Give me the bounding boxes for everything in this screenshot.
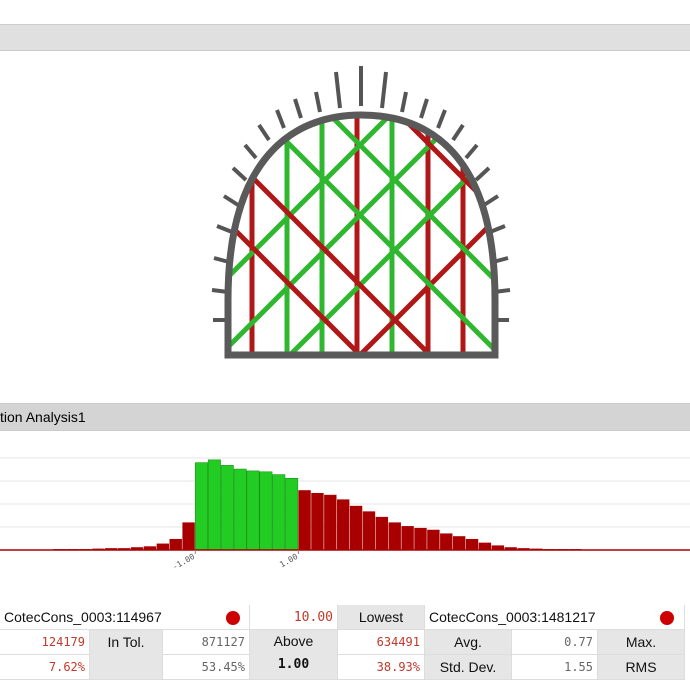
name-cell: CotecCons_0003:114967 bbox=[0, 605, 250, 630]
bar bbox=[414, 527, 427, 550]
status-dot bbox=[226, 611, 240, 625]
label-cell: Lowest bbox=[338, 605, 425, 630]
bar bbox=[285, 477, 299, 551]
bar bbox=[220, 465, 234, 551]
count-cell: 871127 bbox=[163, 630, 250, 655]
label-cell: Above 1.00 bbox=[250, 630, 338, 680]
bar bbox=[105, 548, 118, 550]
bar bbox=[427, 529, 440, 550]
bar bbox=[388, 522, 401, 550]
bar bbox=[440, 533, 453, 550]
label: Above bbox=[273, 633, 314, 649]
bar bbox=[298, 490, 311, 550]
bar bbox=[465, 538, 479, 550]
bar bbox=[195, 462, 208, 551]
bar bbox=[272, 474, 286, 551]
label-value: 1.00 bbox=[277, 657, 310, 672]
x-tick-label: 1.00 bbox=[278, 552, 299, 570]
bar bbox=[401, 526, 414, 550]
bar bbox=[182, 522, 195, 550]
bar bbox=[259, 471, 273, 551]
value-cell: 1.55 bbox=[512, 655, 598, 680]
view-header bbox=[0, 24, 690, 51]
histogram: -1.00 1.00 bbox=[0, 457, 690, 572]
count-cell: 634491 bbox=[338, 630, 425, 655]
bar bbox=[478, 542, 492, 550]
bar bbox=[504, 547, 517, 550]
bar bbox=[324, 494, 337, 550]
bar bbox=[130, 547, 144, 550]
bar bbox=[246, 470, 260, 551]
label-cell: Max. bbox=[598, 630, 685, 655]
bar bbox=[517, 548, 530, 550]
bar bbox=[169, 538, 182, 550]
bar bbox=[375, 516, 389, 550]
x-tick-label: -1.00 bbox=[171, 552, 197, 572]
bar bbox=[491, 545, 504, 550]
value-cell: 10.00 bbox=[250, 605, 338, 630]
label-cell: Avg. bbox=[425, 630, 512, 655]
pct-cell: 38.93% bbox=[338, 655, 425, 680]
label-cell: RMS bbox=[598, 655, 685, 680]
bar bbox=[143, 546, 157, 550]
label-cell: Std. Dev. bbox=[425, 655, 512, 680]
bar bbox=[452, 536, 466, 550]
bar bbox=[118, 548, 131, 550]
name-cell: CotecCons_0003:1481217 bbox=[425, 605, 685, 630]
count-cell: 124179 bbox=[0, 630, 90, 655]
bar bbox=[233, 468, 247, 551]
pct-cell: 7.62% bbox=[0, 655, 90, 680]
value-cell: 0.77 bbox=[512, 630, 598, 655]
bar bbox=[362, 511, 376, 550]
status-dot bbox=[660, 611, 674, 625]
label-cell: In Tol. bbox=[90, 630, 163, 680]
bar bbox=[349, 505, 363, 550]
3d-view[interactable] bbox=[0, 50, 690, 388]
bar bbox=[156, 543, 170, 550]
bar bbox=[337, 499, 350, 550]
pct-cell: 53.45% bbox=[163, 655, 250, 680]
bar bbox=[311, 492, 324, 550]
bar bbox=[207, 459, 221, 551]
panel-title: tion Analysis1 bbox=[0, 403, 690, 431]
